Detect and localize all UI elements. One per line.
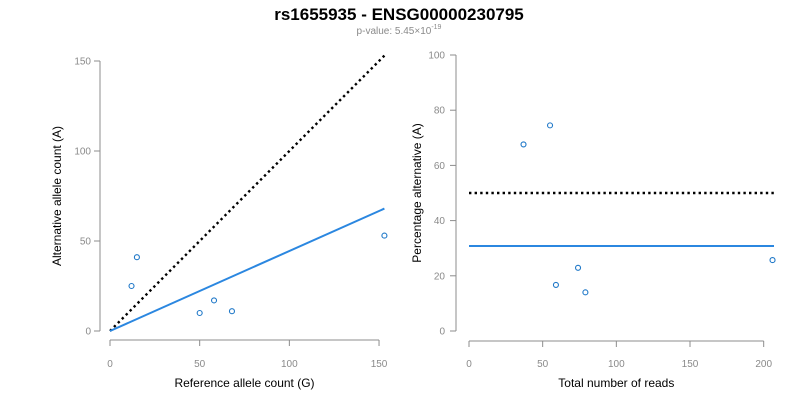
percentage-alternative-scatter: 0 50 100 150 200 0 20 40 60 80 100 Total number of … [410, 51, 776, 390]
y-axis-title: Percentage alternative (A) [410, 123, 424, 262]
x-tick-label: 50 [537, 359, 549, 370]
data-point [196, 309, 203, 317]
y-tick-label: 50 [80, 237, 92, 248]
x-tick-label: 150 [682, 359, 699, 370]
x-tick-label: 50 [194, 359, 206, 370]
pvalue-text: p-value: 5.45×10 [357, 26, 432, 37]
data-point [133, 254, 140, 261]
x-tick-label: 150 [371, 359, 388, 370]
x-tick-label: 0 [107, 359, 113, 370]
data-point [128, 282, 135, 290]
x-tick-label: 200 [755, 359, 772, 370]
expected-ratio-line [109, 54, 386, 332]
x-tick-label: 0 [466, 359, 472, 370]
y-tick-label: 80 [434, 106, 446, 117]
y-tick-label: 150 [74, 57, 91, 68]
y-tick-label: 0 [439, 327, 445, 338]
fitted-ratio-line [109, 207, 385, 332]
y-tick-label: 40 [434, 216, 446, 227]
data-point [546, 122, 554, 129]
y-tick-label: 20 [434, 271, 446, 282]
data-point [381, 232, 388, 239]
y-tick-label: 60 [434, 161, 446, 172]
data-point [210, 297, 218, 304]
data-point [769, 257, 776, 264]
figure-title: rs1655935 - ENSG00000230795 [274, 5, 524, 24]
pvalue-exponent: -19 [431, 24, 441, 31]
figure-subtitle: p-value: 5.45×10-19 [357, 24, 442, 37]
data-point [582, 289, 589, 296]
data-point [520, 141, 527, 148]
x-axis-title: Total number of reads [558, 376, 674, 390]
y-axis-title: Alternative allele count (A) [50, 126, 64, 266]
y-tick-label: 100 [74, 147, 91, 158]
y-tick-label: 100 [428, 51, 445, 62]
data-point [552, 281, 559, 288]
y-tick-label: 0 [85, 327, 91, 338]
data-point [228, 308, 236, 315]
allele-count-scatter: 0 50 100 150 0 50 100 150 Reference allele count… [50, 54, 388, 390]
x-tick-label: 100 [608, 359, 625, 370]
data-point [574, 264, 582, 271]
x-tick-label: 100 [281, 359, 298, 370]
x-axis-title: Reference allele count (G) [174, 376, 314, 390]
